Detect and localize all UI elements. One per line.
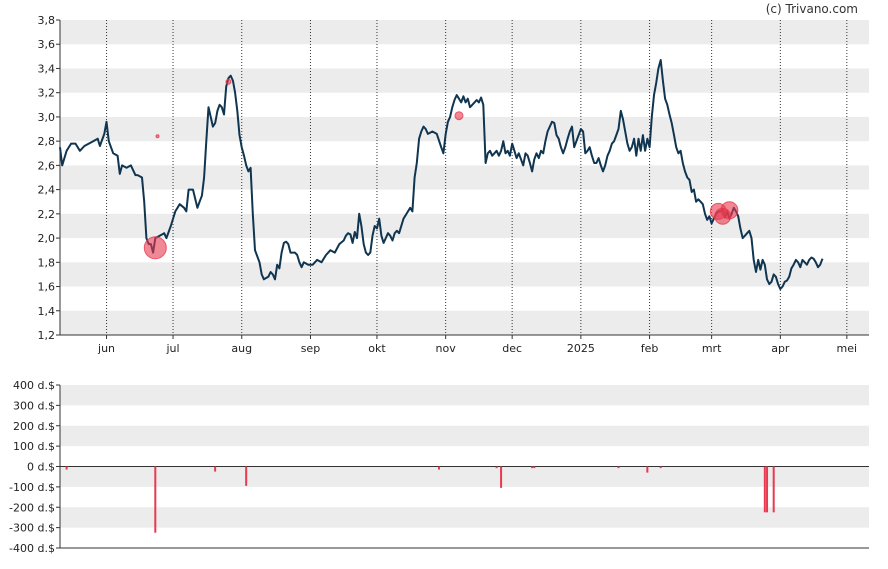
price-y-tick-label: 1,2 [38, 329, 56, 342]
price-x-tick-label: jun [97, 342, 115, 355]
volume-band [60, 466, 869, 487]
volume-bar [495, 466, 498, 469]
price-y-tick-label: 3,0 [38, 111, 56, 124]
price-x-tick-label: okt [368, 342, 386, 355]
price-band [60, 310, 869, 335]
price-x-tick-label: sep [301, 342, 320, 355]
price-chart-y-labels: 1,2 1,4 1,6 1,8 2,0 2,2 2,4 2,6 2,8 3,0 3,2 3,4 3,6 3… [38, 14, 56, 342]
volume-y-tick-label: -400 d.$ [9, 542, 55, 555]
price-line-group [59, 59, 824, 290]
volume-band [60, 425, 869, 447]
price-x-tick-label: nov [436, 342, 457, 355]
price-markers [143, 78, 739, 260]
price-chart-axis [56, 19, 869, 336]
volume-chart-axis [56, 384, 869, 549]
price-y-tick-label: 3,6 [38, 38, 56, 51]
volume-band [60, 507, 869, 528]
volume-bar [500, 466, 503, 488]
volume-y-tick-label: 100 d.$ [13, 440, 55, 453]
price-chart-bands [60, 20, 869, 335]
volume-y-tick-label: -100 d.$ [9, 481, 55, 494]
credit-label: (c) Trivano.com [765, 2, 858, 16]
price-y-tick-label: 2,8 [38, 135, 56, 148]
volume-y-tick-label: -200 d.$ [9, 501, 55, 514]
volume-bar [438, 466, 441, 470]
price-band [60, 20, 869, 45]
price-x-tick-label: mei [837, 342, 858, 355]
volume-bar [772, 466, 775, 513]
price-y-tick-label: 3,2 [38, 87, 56, 100]
price-chart-x-labels: jun jul aug sep okt nov dec 2025 feb mrt apr mei [97, 342, 857, 355]
price-x-tick-label: apr [771, 342, 790, 355]
volume-bar [245, 466, 248, 486]
price-y-tick-label: 2,4 [38, 184, 56, 197]
volume-y-tick-label: 200 d.$ [13, 420, 55, 433]
volume-bar [65, 466, 68, 470]
price-y-tick-label: 3,4 [38, 62, 56, 75]
volume-bar [763, 466, 766, 513]
volume-bars [65, 466, 775, 533]
volume-bar [659, 466, 662, 469]
price-y-tick-label: 1,6 [38, 281, 56, 294]
price-y-tick-label: 2,6 [38, 159, 56, 172]
volume-y-tick-label: -300 d.$ [9, 522, 55, 535]
trade-marker [143, 236, 167, 260]
price-x-tick-label: feb [641, 342, 659, 355]
volume-bar [154, 466, 157, 533]
price-y-tick-label: 3,8 [38, 14, 56, 27]
price-x-tick-label: jul [165, 342, 179, 355]
price-x-tick-label: 2025 [567, 342, 595, 355]
price-band [60, 116, 869, 142]
volume-bar [646, 466, 649, 473]
volume-bar [214, 466, 217, 472]
price-y-tick-label: 1,8 [38, 256, 56, 269]
volume-chart-y-labels: 400 d.$ 300 d.$ 200 d.$ 100 d.$ 0 d.$ -100 d.… [9, 379, 55, 555]
price-band [60, 262, 869, 287]
price-y-tick-label: 2,0 [38, 232, 56, 245]
trade-marker [720, 201, 739, 220]
volume-bar [766, 466, 769, 513]
volume-bar [533, 466, 536, 469]
trade-marker [155, 134, 160, 139]
price-line [59, 59, 824, 290]
trade-marker [454, 111, 464, 121]
price-x-tick-label: dec [502, 342, 522, 355]
price-band [60, 68, 869, 93]
price-x-tick-label: mrt [702, 342, 722, 355]
price-band [60, 213, 869, 239]
volume-band [60, 385, 869, 406]
price-y-tick-label: 1,4 [38, 305, 56, 318]
volume-y-tick-label: 300 d.$ [13, 399, 55, 412]
price-y-tick-label: 2,2 [38, 208, 56, 221]
price-x-tick-label: aug [231, 342, 252, 355]
volume-bar [617, 466, 620, 469]
volume-y-tick-label: 0 d.$ [27, 461, 55, 474]
price-band [60, 165, 869, 190]
volume-chart-bands [60, 385, 869, 528]
price-chart-vertical-grid [106, 20, 848, 339]
volume-y-tick-label: 400 d.$ [13, 379, 55, 392]
trade-marker [225, 78, 232, 85]
volume-bar [531, 466, 534, 469]
